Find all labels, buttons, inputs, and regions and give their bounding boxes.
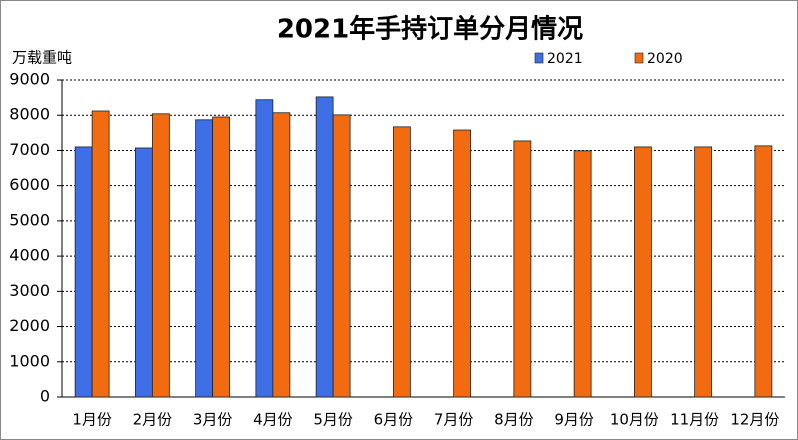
- x-tick-label: 8月份: [494, 411, 534, 429]
- x-tick-label: 3月份: [193, 411, 233, 429]
- y-tick-label: 2000: [9, 316, 50, 335]
- bar: [195, 119, 214, 398]
- y-tick-label: 7000: [9, 140, 50, 159]
- bar: [255, 99, 274, 398]
- bar: [332, 114, 351, 398]
- x-tick-label: 4月份: [253, 411, 293, 429]
- bar: [694, 146, 713, 398]
- bar: [513, 140, 532, 398]
- legend-swatch: [534, 52, 544, 64]
- x-tick-label: 11月份: [670, 411, 719, 429]
- bar: [392, 126, 411, 398]
- legend-swatch: [634, 52, 644, 64]
- bar: [272, 112, 291, 398]
- bar: [453, 129, 472, 398]
- bar: [212, 116, 231, 398]
- x-tick-label: 9月份: [554, 411, 594, 429]
- x-tick-label: 5月份: [313, 411, 353, 429]
- legend-label: 2020: [647, 51, 683, 67]
- y-tick-label: 0: [40, 387, 50, 406]
- bar: [633, 146, 652, 398]
- x-tick-label: 12月份: [730, 411, 779, 429]
- x-tick-label: 6月份: [374, 411, 414, 429]
- bar: [74, 146, 93, 398]
- y-tick-label: 4000: [9, 246, 50, 265]
- y-tick-label: 6000: [9, 175, 50, 194]
- y-tick-label: 9000: [9, 70, 50, 89]
- bar: [573, 150, 592, 398]
- x-tick-label: 10月份: [610, 411, 659, 429]
- x-tick-label: 2月份: [133, 411, 173, 429]
- legend-label: 2021: [547, 51, 583, 67]
- bar: [91, 110, 110, 398]
- chart-title: 2021年手持订单分月情况: [277, 14, 583, 45]
- y-axis-label: 万载重吨: [12, 49, 72, 67]
- y-tick-label: 3000: [9, 281, 50, 300]
- y-tick-label: 8000: [9, 105, 50, 124]
- x-tick-label: 1月份: [72, 411, 112, 429]
- bar: [754, 145, 773, 398]
- bar: [315, 96, 334, 398]
- x-tick-label: 7月份: [434, 411, 474, 429]
- y-tick-label: 1000: [9, 351, 50, 370]
- y-tick-label: 5000: [9, 210, 50, 229]
- bar: [151, 113, 170, 398]
- bar: [134, 147, 153, 398]
